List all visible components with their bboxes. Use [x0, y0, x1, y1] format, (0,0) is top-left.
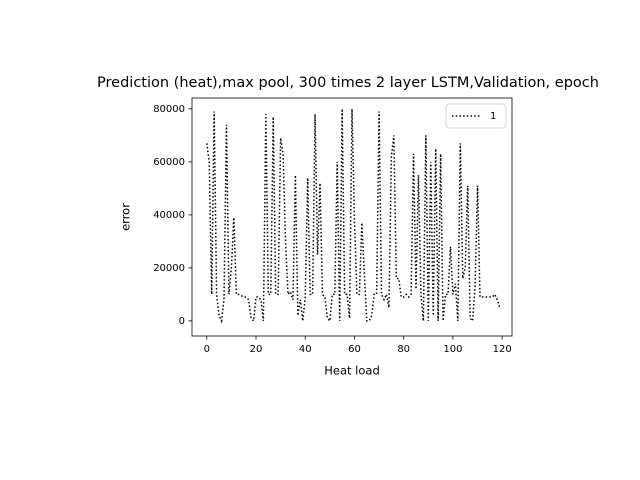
- x-tick-label: 0: [204, 344, 210, 355]
- x-axis-label: Heat load: [324, 364, 380, 378]
- x-tick-label: 120: [493, 344, 512, 355]
- x-tick-label: 80: [397, 344, 410, 355]
- x-tick-label: 20: [250, 344, 263, 355]
- y-tick-label: 80000: [153, 104, 185, 115]
- x-tick-label: 40: [299, 344, 312, 355]
- x-tick-label: 100: [443, 344, 462, 355]
- plot-frame: [191, 97, 513, 337]
- y-axis-label: error: [119, 203, 133, 231]
- legend-box: [445, 103, 507, 129]
- y-tick-label: 40000: [153, 210, 185, 221]
- y-tick-label: 60000: [153, 157, 185, 168]
- y-tick-label: 0: [179, 316, 185, 327]
- x-tick-label: 60: [348, 344, 361, 355]
- y-tick-label: 20000: [153, 263, 185, 274]
- legend-label: 1: [490, 111, 496, 122]
- chart-title: Prediction (heat),max pool, 300 times 2 …: [97, 75, 599, 91]
